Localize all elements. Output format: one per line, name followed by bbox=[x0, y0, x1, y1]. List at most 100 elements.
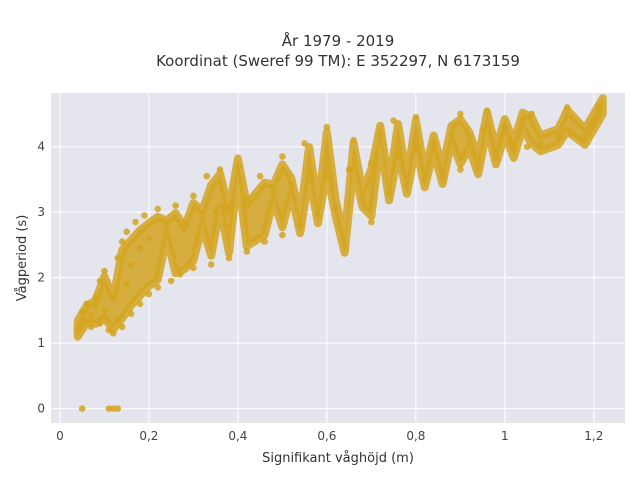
data-point bbox=[145, 290, 153, 298]
data-point bbox=[198, 215, 206, 223]
data-point bbox=[483, 107, 491, 114]
data-point bbox=[595, 102, 602, 110]
data-point bbox=[154, 284, 162, 291]
data-point bbox=[323, 123, 331, 131]
data-point bbox=[314, 212, 322, 219]
data-point bbox=[212, 208, 219, 216]
data-point bbox=[430, 140, 437, 147]
data-point bbox=[96, 277, 104, 285]
data-point bbox=[92, 293, 99, 301]
x-tick-label: 0,8 bbox=[406, 429, 425, 443]
data-point bbox=[109, 290, 117, 298]
data-point bbox=[114, 316, 122, 324]
data-point bbox=[118, 238, 126, 245]
data-point bbox=[412, 113, 420, 121]
data-point bbox=[519, 117, 526, 124]
data-point bbox=[87, 323, 95, 331]
data-point bbox=[127, 261, 135, 268]
y-tick-labels: 0 1 2 3 4 bbox=[37, 140, 45, 416]
data-point bbox=[243, 195, 251, 203]
x-axis-label: Signifikant våghöjd (m) bbox=[262, 451, 414, 466]
data-point bbox=[270, 189, 277, 196]
data-point bbox=[127, 310, 135, 317]
scatter-points bbox=[74, 102, 602, 412]
data-point bbox=[114, 405, 122, 412]
x-tick-label: 0,4 bbox=[228, 429, 247, 443]
y-tick-label: 4 bbox=[37, 140, 45, 154]
data-point bbox=[448, 130, 455, 137]
data-point bbox=[359, 195, 366, 203]
data-point bbox=[190, 192, 197, 200]
data-point bbox=[457, 166, 464, 173]
data-point bbox=[523, 143, 531, 150]
data-point bbox=[492, 153, 500, 160]
data-point bbox=[390, 117, 397, 124]
data-point bbox=[563, 104, 571, 111]
data-point bbox=[136, 244, 144, 252]
y-tick-label: 0 bbox=[37, 402, 45, 416]
data-point bbox=[207, 261, 215, 268]
scatter-density-bands bbox=[73, 94, 607, 341]
data-point bbox=[83, 316, 90, 324]
data-point bbox=[457, 110, 464, 118]
data-point bbox=[243, 248, 251, 255]
data-point bbox=[92, 303, 99, 311]
data-point bbox=[279, 231, 286, 239]
data-point bbox=[114, 254, 122, 262]
x-tick-labels: 0 0,2 0,4 0,6 0,8 1 1,2 bbox=[56, 429, 603, 443]
data-point bbox=[279, 153, 286, 160]
data-point bbox=[501, 123, 509, 131]
data-point bbox=[261, 238, 268, 245]
data-point bbox=[305, 176, 313, 183]
data-point bbox=[123, 280, 130, 288]
data-point bbox=[368, 159, 375, 167]
data-point bbox=[101, 267, 108, 275]
y-tick-label: 3 bbox=[37, 205, 45, 219]
data-point bbox=[581, 133, 589, 141]
data-point bbox=[287, 182, 295, 190]
data-point bbox=[96, 320, 104, 327]
data-point bbox=[385, 189, 393, 196]
data-point bbox=[190, 264, 197, 272]
data-point bbox=[181, 218, 188, 226]
x-tick-label: 1,2 bbox=[584, 429, 603, 443]
data-point bbox=[163, 225, 170, 232]
data-point bbox=[439, 172, 446, 180]
y-axis-label: Vågperiod (s) bbox=[15, 215, 30, 302]
data-point bbox=[101, 307, 108, 314]
y-tick-label: 2 bbox=[37, 271, 45, 285]
data-point bbox=[136, 300, 144, 308]
y-tick-label: 1 bbox=[37, 336, 45, 350]
data-point bbox=[474, 163, 482, 170]
data-point bbox=[154, 205, 162, 213]
data-point bbox=[341, 241, 348, 249]
data-point bbox=[403, 182, 411, 190]
data-point bbox=[234, 163, 242, 170]
scatter-density-band bbox=[73, 94, 607, 341]
data-point bbox=[78, 405, 86, 412]
data-point bbox=[296, 221, 304, 229]
x-tick-label: 0,2 bbox=[139, 429, 158, 443]
data-point bbox=[109, 329, 117, 337]
data-point bbox=[203, 172, 211, 180]
x-tick-label: 0,6 bbox=[317, 429, 336, 443]
data-point bbox=[465, 136, 473, 144]
data-point bbox=[568, 130, 575, 137]
data-point bbox=[167, 277, 175, 285]
data-point bbox=[176, 271, 184, 278]
data-point bbox=[323, 172, 331, 180]
data-point bbox=[332, 205, 340, 213]
chart-subtitle: Koordinat (Sweref 99 TM): E 352297, N 61… bbox=[156, 52, 520, 70]
data-point bbox=[350, 136, 357, 144]
data-point bbox=[83, 300, 90, 308]
chart-title: År 1979 - 2019 bbox=[282, 31, 395, 50]
data-point bbox=[74, 325, 81, 333]
data-point bbox=[376, 130, 384, 137]
data-point bbox=[510, 146, 518, 154]
data-point bbox=[123, 228, 130, 236]
data-point bbox=[412, 146, 420, 154]
data-point bbox=[172, 202, 179, 209]
data-point bbox=[78, 308, 86, 315]
